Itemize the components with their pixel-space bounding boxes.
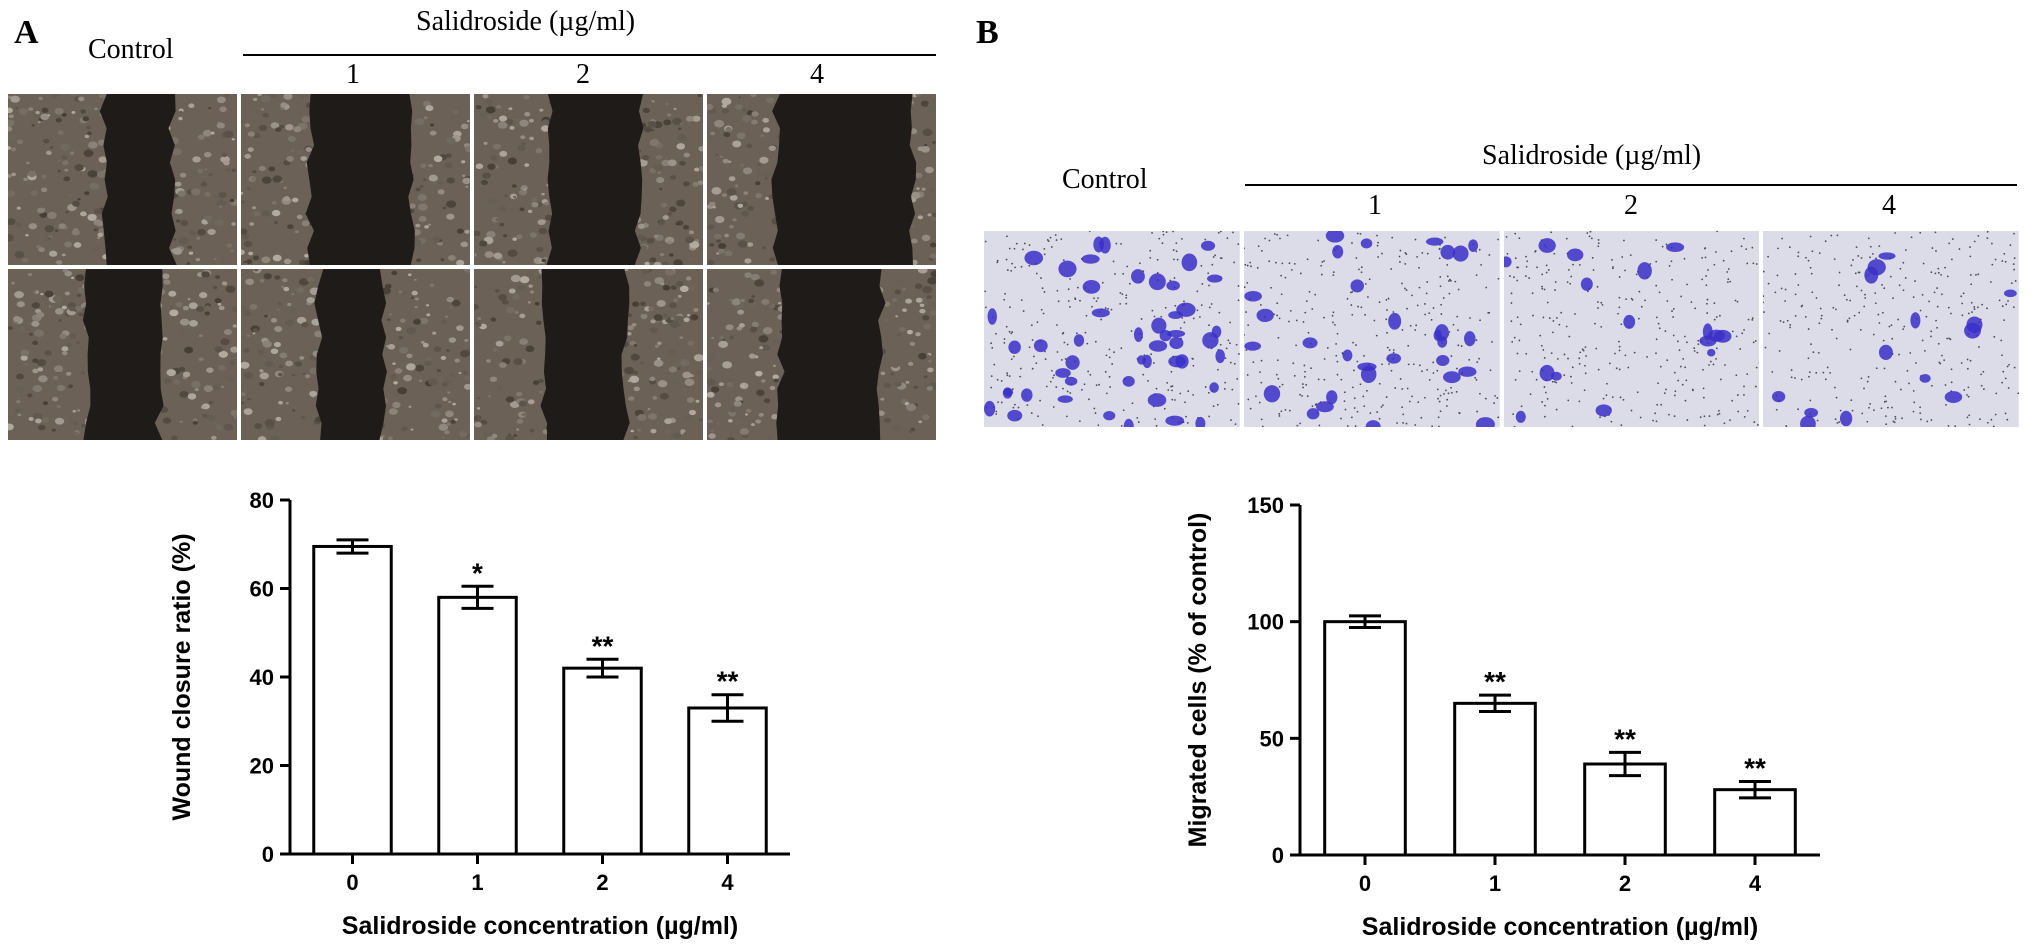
panel-b-treatment-label: Salidroside (µg/ml) xyxy=(1482,140,1702,171)
panel-a-dose-label-1: 1 xyxy=(346,59,360,90)
wound-micrograph xyxy=(241,94,470,265)
migration-chart-y-tick-label: 50 xyxy=(1260,726,1284,751)
wound-chart-significance-1: * xyxy=(472,557,483,588)
wound-chart-error-bar-1 xyxy=(461,584,494,610)
migration-chart-significance-1: ** xyxy=(1484,666,1506,697)
wound-micrograph xyxy=(8,94,237,265)
migration-chart-bar-2 xyxy=(1583,762,1667,857)
migration-chart-error-bar-1 xyxy=(1479,693,1511,713)
transwell-micrograph xyxy=(1503,231,1760,427)
wound-chart-bar-1 xyxy=(437,595,518,856)
migration-chart-y-tick-label: 100 xyxy=(1247,610,1284,635)
wound-micrograph xyxy=(707,269,936,440)
transwell-image-grid xyxy=(984,231,2019,427)
wound-closure-chart: 0 20 40 60 80 0 * 1 ** 2 ** 4 Salidroside concentrat… xyxy=(150,470,810,940)
wound-chart-x-tick-label: 2 xyxy=(596,870,608,895)
transwell-micrograph xyxy=(1763,231,2019,427)
migration-chart-significance-4: ** xyxy=(1744,753,1766,784)
wound-chart-svg: 0 20 40 60 80 0 * 1 ** 2 ** 4 Salidroside concentrat… xyxy=(168,488,790,940)
panel-b-treatment-line xyxy=(1245,184,2017,186)
migration-chart-x-tick-label: 4 xyxy=(1749,871,1762,896)
migration-chart-x-tick-label: 1 xyxy=(1489,871,1501,896)
wound-chart-bar-2 xyxy=(562,666,643,856)
wound-chart-x-axis-label: Salidroside concentration (µg/ml) xyxy=(342,912,738,940)
migration-chart-bar-1 xyxy=(1453,701,1537,857)
wound-healing-image-grid xyxy=(8,94,936,440)
panel-a-treatment-line xyxy=(243,54,936,56)
wound-chart-error-bar-4 xyxy=(711,693,744,723)
wound-micrograph xyxy=(8,269,237,440)
panel-b-dose-label-3: 4 xyxy=(1882,190,1896,221)
migration-chart-x-tick-label: 0 xyxy=(1359,871,1371,896)
migration-chart-error-bar-4 xyxy=(1739,780,1771,800)
wound-chart-x-tick-label: 4 xyxy=(721,870,734,895)
panel-b-control-label: Control xyxy=(1062,164,1148,195)
migration-chart-y-tick-label: 0 xyxy=(1272,843,1284,868)
panel-a-dose-label-3: 4 xyxy=(810,59,824,90)
migration-chart-y-axis-label: Migrated cells (% of control) xyxy=(1184,513,1212,848)
migration-chart-bar-0 xyxy=(1323,620,1407,857)
wound-chart-y-tick-label: 40 xyxy=(250,665,274,690)
panel-a-dose-label-2: 2 xyxy=(576,59,590,90)
panel-a-letter: A xyxy=(14,14,39,51)
wound-chart-y-tick-label: 80 xyxy=(250,488,274,513)
wound-micrograph xyxy=(474,94,703,265)
panel-a: A Control Salidroside (µg/ml) 1 2 4 0 20 4… xyxy=(0,0,960,947)
migration-chart-x-axis-label: Salidroside concentration (µg/ml) xyxy=(1362,913,1758,941)
migration-chart-significance-2: ** xyxy=(1614,723,1636,754)
wound-chart-significance-4: ** xyxy=(717,666,739,697)
wound-chart-x-tick-label: 1 xyxy=(471,870,483,895)
migration-chart-y-tick-label: 150 xyxy=(1247,493,1284,518)
migration-chart-x-tick-label: 2 xyxy=(1619,871,1631,896)
wound-chart-error-bar-0 xyxy=(336,538,369,555)
transwell-micrograph xyxy=(1243,231,1500,427)
migration-chart-error-bar-0 xyxy=(1349,614,1381,629)
wound-micrograph xyxy=(707,94,936,265)
wound-chart-bar-0 xyxy=(312,544,393,856)
transwell-micrograph xyxy=(984,231,1240,427)
panel-b: B Control Salidroside (µg/ml) 1 2 4 0 50 1… xyxy=(970,0,2031,947)
wound-micrograph xyxy=(241,269,470,440)
panel-a-control-label: Control xyxy=(88,34,174,65)
wound-chart-y-tick-label: 0 xyxy=(262,842,274,867)
migrated-cells-chart: 0 50 100 150 0 ** 1 ** 2 ** 4 Salidroside concentra… xyxy=(1184,475,1840,941)
wound-chart-y-axis-label: Wound closure ratio (%) xyxy=(168,533,196,820)
panel-b-dose-label-1: 1 xyxy=(1368,190,1382,221)
wound-chart-x-tick-label: 0 xyxy=(346,870,358,895)
wound-chart-significance-2: ** xyxy=(592,630,614,661)
migration-chart-error-bar-2 xyxy=(1609,750,1641,778)
wound-chart-y-tick-label: 20 xyxy=(250,754,274,779)
panel-a-treatment-label: Salidroside (µg/ml) xyxy=(416,6,636,37)
wound-micrograph xyxy=(474,269,703,440)
migration-chart-bar-4 xyxy=(1713,788,1797,857)
migration-chart-svg: 0 50 100 150 0 ** 1 ** 2 ** 4 Salidroside concentra… xyxy=(1184,493,1820,941)
wound-chart-bar-4 xyxy=(687,706,768,856)
wound-chart-error-bar-2 xyxy=(586,657,619,679)
panel-b-dose-label-2: 2 xyxy=(1624,190,1638,221)
panel-b-letter: B xyxy=(976,14,999,51)
wound-chart-y-tick-label: 60 xyxy=(250,577,274,602)
